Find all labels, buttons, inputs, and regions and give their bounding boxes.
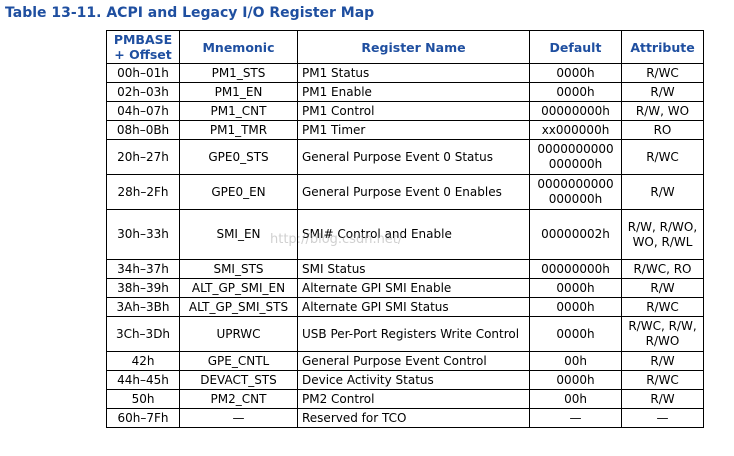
cell-offset: 00h–01h	[106, 63, 180, 83]
table-row: 50h PM2_CNT PM2 Control 00h R/W	[106, 389, 704, 409]
cell-mnemonic: —	[179, 408, 298, 428]
cell-default: 0000000000000000h	[529, 174, 622, 210]
cell-attribute: R/W, WO	[621, 101, 704, 121]
cell-offset: 34h–37h	[106, 259, 180, 279]
cell-register-name: Device Activity Status	[297, 370, 530, 390]
cell-default: 0000000000000000h	[529, 139, 622, 175]
table-row: 20h–27h GPE0_STS General Purpose Event 0…	[106, 139, 704, 175]
cell-default: 0000h	[529, 297, 622, 317]
table-row: 3Ah–3Bh ALT_GP_SMI_STS Alternate GPI SMI…	[106, 297, 704, 317]
cell-mnemonic: PM1_EN	[179, 82, 298, 102]
table-row: 08h–0Bh PM1_TMR PM1 Timer xx000000h RO	[106, 120, 704, 140]
cell-register-name: SMI# Control and Enable	[297, 209, 530, 260]
cell-register-name: PM1 Timer	[297, 120, 530, 140]
table-row: 60h–7Fh — Reserved for TCO — —	[106, 408, 704, 428]
cell-default: 00000000h	[529, 259, 622, 279]
cell-register-name: General Purpose Event 0 Status	[297, 139, 530, 175]
cell-default: 0000h	[529, 370, 622, 390]
register-map-table: PMBASE + Offset Mnemonic Register Name D…	[106, 30, 704, 428]
table-header-row: PMBASE + Offset Mnemonic Register Name D…	[106, 30, 704, 64]
cell-default: 00h	[529, 351, 622, 371]
header-offset: PMBASE + Offset	[106, 30, 180, 64]
table-caption: Table 13-11. ACPI and Legacy I/O Registe…	[5, 5, 375, 21]
cell-mnemonic: GPE_CNTL	[179, 351, 298, 371]
cell-register-name: USB Per-Port Registers Write Control	[297, 316, 530, 352]
cell-attribute: R/W	[621, 351, 704, 371]
cell-default: 0000h	[529, 63, 622, 83]
cell-mnemonic: PM1_CNT	[179, 101, 298, 121]
cell-register-name: PM2 Control	[297, 389, 530, 409]
cell-register-name: PM1 Enable	[297, 82, 530, 102]
cell-register-name: Alternate GPI SMI Status	[297, 297, 530, 317]
table-row: 3Ch–3Dh UPRWC USB Per-Port Registers Wri…	[106, 316, 704, 352]
cell-default: 00000002h	[529, 209, 622, 260]
header-mnemonic: Mnemonic	[179, 30, 298, 64]
table-row: 42h GPE_CNTL General Purpose Event Contr…	[106, 351, 704, 371]
cell-attribute: R/WC	[621, 63, 704, 83]
table-row: 34h–37h SMI_STS SMI Status 00000000h R/W…	[106, 259, 704, 279]
table-row: 28h–2Fh GPE0_EN General Purpose Event 0 …	[106, 174, 704, 210]
cell-offset: 38h–39h	[106, 278, 180, 298]
cell-attribute: —	[621, 408, 704, 428]
cell-register-name: SMI Status	[297, 259, 530, 279]
header-attribute: Attribute	[621, 30, 704, 64]
cell-register-name: PM1 Control	[297, 101, 530, 121]
table-row: 00h–01h PM1_STS PM1 Status 0000h R/WC	[106, 63, 704, 83]
cell-mnemonic: UPRWC	[179, 316, 298, 352]
header-register-name: Register Name	[297, 30, 530, 64]
cell-offset: 02h–03h	[106, 82, 180, 102]
cell-default: 00h	[529, 389, 622, 409]
cell-attribute: R/W	[621, 174, 704, 210]
cell-mnemonic: ALT_GP_SMI_EN	[179, 278, 298, 298]
table-row: 38h–39h ALT_GP_SMI_EN Alternate GPI SMI …	[106, 278, 704, 298]
table-row: 44h–45h DEVACT_STS Device Activity Statu…	[106, 370, 704, 390]
cell-mnemonic: PM1_TMR	[179, 120, 298, 140]
header-default: Default	[529, 30, 622, 64]
cell-register-name: General Purpose Event 0 Enables	[297, 174, 530, 210]
cell-offset: 20h–27h	[106, 139, 180, 175]
cell-register-name: General Purpose Event Control	[297, 351, 530, 371]
cell-register-name: PM1 Status	[297, 63, 530, 83]
cell-mnemonic: DEVACT_STS	[179, 370, 298, 390]
cell-mnemonic: PM2_CNT	[179, 389, 298, 409]
cell-default: 0000h	[529, 82, 622, 102]
table-row: 02h–03h PM1_EN PM1 Enable 0000h R/W	[106, 82, 704, 102]
cell-default: 0000h	[529, 278, 622, 298]
table-row: 30h–33h SMI_EN SMI# Control and Enable 0…	[106, 209, 704, 260]
cell-offset: 3Ch–3Dh	[106, 316, 180, 352]
cell-attribute: R/WC	[621, 370, 704, 390]
cell-register-name: Reserved for TCO	[297, 408, 530, 428]
table-row: 04h–07h PM1_CNT PM1 Control 00000000h R/…	[106, 101, 704, 121]
cell-mnemonic: SMI_STS	[179, 259, 298, 279]
cell-mnemonic: GPE0_STS	[179, 139, 298, 175]
cell-offset: 08h–0Bh	[106, 120, 180, 140]
cell-offset: 30h–33h	[106, 209, 180, 260]
cell-offset: 28h–2Fh	[106, 174, 180, 210]
cell-offset: 50h	[106, 389, 180, 409]
cell-attribute: R/WC	[621, 297, 704, 317]
cell-attribute: R/W, R/WO, WO, R/WL	[621, 209, 704, 260]
cell-default: 0000h	[529, 316, 622, 352]
cell-attribute: RO	[621, 120, 704, 140]
cell-offset: 60h–7Fh	[106, 408, 180, 428]
cell-attribute: R/WC, R/W, R/WO	[621, 316, 704, 352]
cell-mnemonic: GPE0_EN	[179, 174, 298, 210]
cell-offset: 42h	[106, 351, 180, 371]
cell-offset: 04h–07h	[106, 101, 180, 121]
cell-default: —	[529, 408, 622, 428]
cell-attribute: R/WC, RO	[621, 259, 704, 279]
cell-register-name: Alternate GPI SMI Enable	[297, 278, 530, 298]
cell-mnemonic: SMI_EN	[179, 209, 298, 260]
cell-mnemonic: ALT_GP_SMI_STS	[179, 297, 298, 317]
cell-default: 00000000h	[529, 101, 622, 121]
cell-offset: 3Ah–3Bh	[106, 297, 180, 317]
cell-default: xx000000h	[529, 120, 622, 140]
cell-mnemonic: PM1_STS	[179, 63, 298, 83]
cell-offset: 44h–45h	[106, 370, 180, 390]
cell-attribute: R/W	[621, 82, 704, 102]
cell-attribute: R/W	[621, 278, 704, 298]
cell-attribute: R/WC	[621, 139, 704, 175]
cell-attribute: R/W	[621, 389, 704, 409]
